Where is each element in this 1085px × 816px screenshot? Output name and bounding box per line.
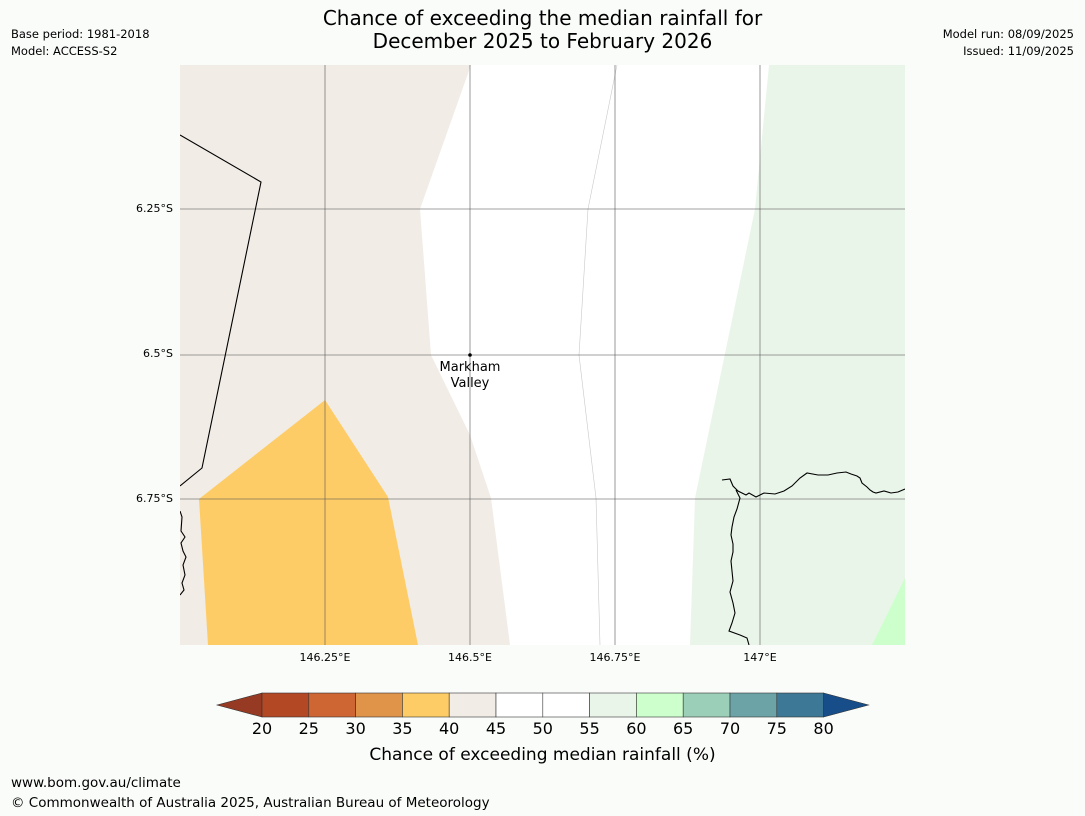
colorbar-tick-45: 45 [485,719,507,738]
place-label-line1: Markham [439,360,501,375]
colorbar-segment-65-70 [682,692,731,718]
colorbar-tick-60: 60 [626,719,647,738]
colorbar-label: Chance of exceeding median rainfall (%) [369,745,716,765]
colorbar-tick-35: 35 [392,719,413,738]
colorbar-tick-75: 75 [766,719,787,738]
colorbar-segment-40-45 [448,692,497,718]
colorbar-segment-20-25 [261,692,310,718]
land-boundaries [180,134,905,645]
zone-below-35-40 [199,400,418,645]
colorbar-tick-55: 55 [579,719,600,738]
colorbar-tick-30: 30 [345,719,366,738]
colorbar-tick-70: 70 [719,719,741,738]
lat-label-6-25s: 6.25°S [136,202,173,215]
issued-text: Issued: 11/09/2025 [963,44,1074,58]
model-run-text: Model run: 08/09/2025 [942,27,1074,41]
map-grid [180,65,905,645]
markham-valley-marker [468,353,472,357]
lat-label-6-5s: 6.5°S [143,347,173,360]
colorbar-tick-65: 65 [673,719,694,738]
forecast-map[interactable] [180,65,905,645]
model-text: Model: ACCESS-S2 [11,44,118,58]
colorbar-segment-50-55 [542,692,590,718]
colorbar-extend-high [823,692,870,718]
map-title-line2: December 2025 to February 2026 [372,29,713,53]
colorbar-segment-55-60 [589,692,637,718]
lon-label-146-5e: 146.5°E [448,651,492,664]
map-title: Chance of exceeding the median rainfall … [0,7,1085,53]
lon-label-146-25e: 146.25°E [299,651,351,664]
lat-label-6-75s: 6.75°S [136,492,173,505]
colorbar-tick-20: 20 [251,719,273,738]
place-label-markham-valley: Markham Valley [430,360,510,392]
footer-url[interactable]: www.bom.gov.au/climate [11,775,181,791]
colorbar-segment-30-35 [355,692,403,718]
map-title-line1: Chance of exceeding the median rainfall … [322,6,763,30]
meta-right: Model run: 08/09/2025 Issued: 11/09/2025 [943,26,1074,60]
colorbar-segment-60-65 [636,692,684,718]
colorbar-svg [215,692,870,718]
colorbar-tick-40: 40 [439,719,460,738]
province-boundary [180,134,262,487]
zone-above-60-65 [872,578,905,645]
meta-left: Base period: 1981-2018 Model: ACCESS-S2 [11,26,150,60]
coastline-river [728,489,750,645]
footer-copyright: © Commonwealth of Australia 2025, Austra… [11,795,490,811]
lon-label-147e: 147°E [743,651,777,664]
colorbar-segment-70-75 [729,692,778,718]
colorbar [215,692,871,720]
place-label-line2: Valley [450,376,490,391]
colorbar-tick-25: 25 [298,719,319,738]
coastline-west [180,510,187,596]
colorbar-segment-75-80 [776,692,824,718]
coastline-east [721,471,905,498]
colorbar-segment-25-30 [308,692,356,718]
colorbar-tick-80: 80 [813,719,834,738]
base-period-text: Base period: 1981-2018 [11,27,150,41]
colorbar-segment-45-50 [495,692,544,718]
lon-label-146-75e: 146.75°E [589,651,641,664]
map-canvas [180,65,905,645]
colorbar-tick-50: 50 [532,719,553,738]
colorbar-segment-35-40 [402,692,450,718]
colorbar-extend-low [215,692,263,718]
